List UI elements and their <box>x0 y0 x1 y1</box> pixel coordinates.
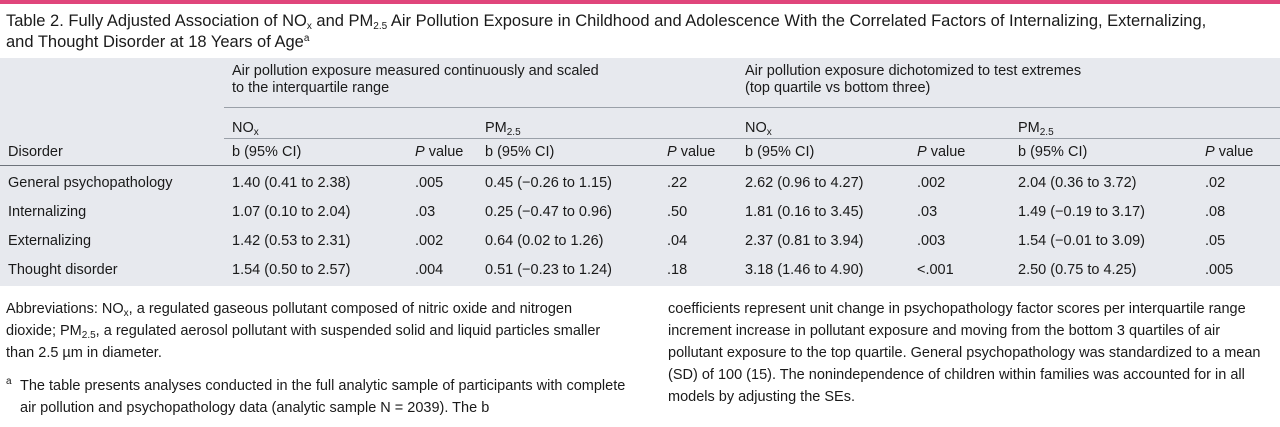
p-value-cell: .003 <box>917 232 946 249</box>
notes-column-left: Abbreviations: NOx, a regulated gaseous … <box>6 298 626 419</box>
p-value-cell: .04 <box>667 232 688 249</box>
footnote-a: a The table presents analyses conducted … <box>6 375 626 419</box>
abbreviations-note: Abbreviations: NOx, a regulated gaseous … <box>6 301 601 361</box>
estimate-cell: 2.37 (0.81 to 3.94) <box>745 232 864 249</box>
estimate-cell: 1.07 (0.10 to 2.04) <box>232 203 351 220</box>
estimate-cell: 2.62 (0.96 to 4.27) <box>745 174 864 191</box>
p-value-cell: .004 <box>415 261 444 278</box>
estimate-cell: 0.64 (0.02 to 1.26) <box>485 232 604 249</box>
p-value-cell: .03 <box>415 203 436 220</box>
notes-column-right: coefficients represent unit change in ps… <box>668 298 1273 408</box>
disorder-cell: Externalizing <box>8 232 92 249</box>
table-notes: Abbreviations: NOx, a regulated gaseous … <box>0 293 1280 427</box>
p-value-cell: .005 <box>1205 261 1234 278</box>
disorder-cell: Internalizing <box>8 203 87 220</box>
footnote-mark: a <box>6 376 12 387</box>
table-row: Internalizing 1.07 (0.10 to 2.04) .03 0.… <box>0 197 1280 226</box>
accent-bar <box>0 0 1280 4</box>
estimate-cell: 1.81 (0.16 to 3.45) <box>745 203 864 220</box>
estimate-cell: 0.51 (−0.23 to 1.24) <box>485 261 612 278</box>
column-header-b: b (95% CI) <box>477 138 661 166</box>
estimate-cell: 2.04 (0.36 to 3.72) <box>1018 174 1137 191</box>
column-header-b: b (95% CI) <box>731 138 909 166</box>
estimate-cell: 1.40 (0.41 to 2.38) <box>232 174 351 191</box>
estimate-cell: 1.54 (−0.01 to 3.09) <box>1018 232 1145 249</box>
column-header-disorder: Disorder <box>0 138 224 166</box>
table-title: Table 2. Fully Adjusted Association of N… <box>6 12 1207 51</box>
p-value-cell: .03 <box>917 203 938 220</box>
p-value-cell: .02 <box>1205 174 1226 191</box>
p-value-cell: .005 <box>415 174 444 191</box>
estimate-cell: 0.25 (−0.47 to 0.96) <box>485 203 612 220</box>
column-header-b: b (95% CI) <box>1004 138 1197 166</box>
pollutant-header-pm-dichotomized: PM2.5 <box>1004 107 1280 139</box>
table-row: Thought disorder 1.54 (0.50 to 2.57) .00… <box>0 255 1280 284</box>
disorder-cell: General psychopathology <box>8 174 173 191</box>
p-value-cell: .22 <box>667 174 688 191</box>
estimate-cell: 3.18 (1.46 to 4.90) <box>745 261 864 278</box>
footnote-text: The table presents analyses conducted in… <box>20 378 626 416</box>
data-table: Air pollution exposure measured continuo… <box>0 58 1280 286</box>
estimate-cell: 1.42 (0.53 to 2.31) <box>232 232 351 249</box>
pollutant-header-pm: PM2.5 <box>477 107 731 139</box>
p-value-cell: .002 <box>415 232 444 249</box>
pollutant-header-no-dichotomized: NOx <box>731 107 1004 139</box>
table-row: Externalizing 1.42 (0.53 to 2.31) .002 0… <box>0 226 1280 255</box>
table-row: General psychopathology 1.40 (0.41 to 2.… <box>0 166 1280 198</box>
estimate-cell: 2.50 (0.75 to 4.25) <box>1018 261 1137 278</box>
pollutant-header-no: NOx <box>224 107 477 139</box>
p-value-cell: .002 <box>917 174 946 191</box>
estimate-cell: 1.54 (0.50 to 2.57) <box>232 261 351 278</box>
p-value-cell: .50 <box>667 203 688 220</box>
estimate-cell: 0.45 (−0.26 to 1.15) <box>485 174 612 191</box>
group-header-dichotomized: Air pollution exposure dichotomized to t… <box>731 58 1280 108</box>
column-header-p: P value <box>909 138 1004 166</box>
p-value-cell: .18 <box>667 261 688 278</box>
estimate-cell: 1.49 (−0.19 to 3.17) <box>1018 203 1145 220</box>
column-header-b: b (95% CI) <box>224 138 409 166</box>
p-value-cell: .05 <box>1205 232 1226 249</box>
column-header-p: P value <box>1197 138 1280 166</box>
column-header-p: P value <box>409 138 477 166</box>
p-value-cell: <.001 <box>917 261 954 278</box>
footnote-continuation: coefficients represent unit change in ps… <box>668 301 1261 405</box>
column-header-p: P value <box>661 138 731 166</box>
group-header-continuous: Air pollution exposure measured continuo… <box>224 58 731 108</box>
p-value-cell: .08 <box>1205 203 1226 220</box>
disorder-cell: Thought disorder <box>8 261 118 278</box>
